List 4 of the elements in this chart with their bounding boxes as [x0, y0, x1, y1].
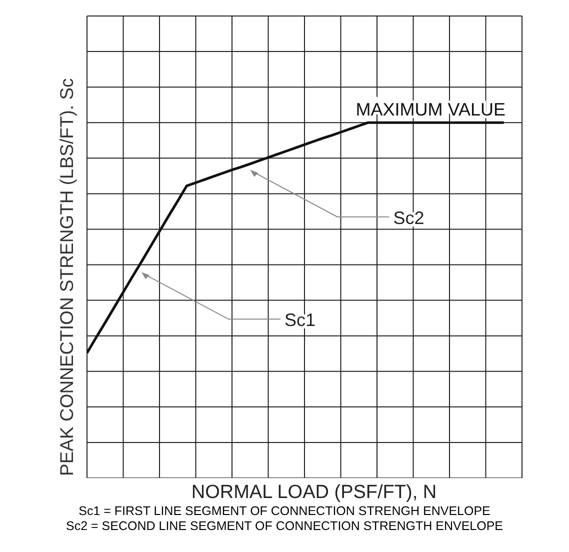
- x-axis-title: NORMAL LOAD (PSF/FT), N: [190, 482, 438, 504]
- text: Sc1 = FIRST LINE SEGMENT OF CONNECTION STRENGH ENVELOPE: [78, 504, 492, 519]
- y-axis-title: PEAK CONNECTION STRENGTH (LBS/FT). Sc: [56, 78, 77, 476]
- text: Sc2 = SECOND LINE SEGMENT OF CONNECTION STRENGTH ENVELOPE: [65, 519, 504, 534]
